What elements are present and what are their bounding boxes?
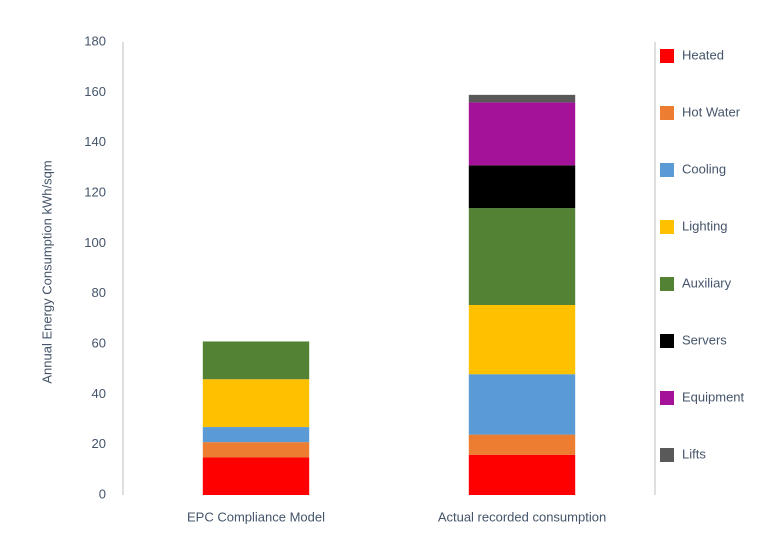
legend-label: Lighting <box>682 218 728 233</box>
y-tick-label: 80 <box>92 285 106 300</box>
bar-segment <box>468 94 576 103</box>
y-tick-label: 140 <box>84 134 106 149</box>
bar-segment <box>202 379 310 428</box>
legend-label: Lifts <box>682 446 706 461</box>
legend-swatch <box>660 391 674 405</box>
bar-segment <box>202 442 310 458</box>
y-axis-label: Annual Energy Consumption kWh/sqm <box>39 160 54 383</box>
bar-segment <box>468 374 576 435</box>
bar-segment <box>202 457 310 495</box>
legend-swatch <box>660 277 674 291</box>
legend-label: Cooling <box>682 161 726 176</box>
y-tick-label: 120 <box>84 184 106 199</box>
y-tick-label: 40 <box>92 386 106 401</box>
x-tick-label: EPC Compliance Model <box>187 509 325 524</box>
bar-segment <box>468 304 576 375</box>
bar-segment <box>468 434 576 455</box>
y-tick-label: 20 <box>92 436 106 451</box>
y-tick-label: 60 <box>92 335 106 350</box>
legend-swatch <box>660 220 674 234</box>
legend-swatch <box>660 334 674 348</box>
legend-label: Heated <box>682 47 724 62</box>
y-tick-label: 0 <box>99 486 106 501</box>
legend-swatch <box>660 49 674 63</box>
legend-label: Hot Water <box>682 104 741 119</box>
y-tick-label: 100 <box>84 235 106 250</box>
x-tick-label: Actual recorded consumption <box>438 509 606 524</box>
bar-segment <box>468 102 576 166</box>
legend-label: Auxiliary <box>682 275 732 290</box>
legend-swatch <box>660 106 674 120</box>
bar-segment <box>202 341 310 380</box>
legend-swatch <box>660 163 674 177</box>
bar-segment <box>202 427 310 443</box>
legend-label: Equipment <box>682 389 745 404</box>
legend-label: Servers <box>682 332 727 347</box>
y-tick-label: 180 <box>84 33 106 48</box>
bar-segment <box>468 454 576 495</box>
bar-segment <box>468 208 576 305</box>
legend-swatch <box>660 448 674 462</box>
y-tick-label: 160 <box>84 84 106 99</box>
bar-segment <box>468 165 576 209</box>
